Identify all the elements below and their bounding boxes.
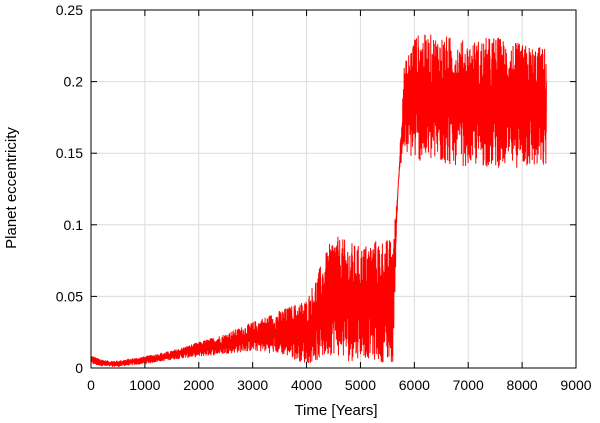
x-tick-label: 6000	[399, 377, 430, 393]
x-tick-label: 9000	[560, 377, 591, 393]
x-tick-label: 4000	[291, 377, 322, 393]
x-tick-label: 5000	[345, 377, 376, 393]
x-tick-label: 0	[87, 377, 95, 393]
y-tick-label: 0.25	[56, 2, 83, 18]
x-tick-label: 7000	[453, 377, 484, 393]
x-tick-label: 1000	[129, 377, 160, 393]
y-tick-label: 0.1	[64, 217, 84, 233]
y-tick-label: 0.2	[64, 74, 84, 90]
y-tick-label: 0	[75, 360, 83, 376]
x-axis-title: Time [Years]	[294, 402, 377, 419]
axis-ticks: 0 1000 2000 3000 4000 5000 6000 7000 8000 9000 0 0.…	[56, 2, 592, 393]
y-axis-title: Planet eccentricity	[3, 127, 20, 249]
x-tick-label: 3000	[237, 377, 268, 393]
series-layer	[90, 34, 547, 368]
eccentricity-series-line	[90, 34, 547, 368]
x-tick-label: 8000	[507, 377, 538, 393]
y-tick-label: 0.15	[56, 145, 83, 161]
x-tick-label: 2000	[183, 377, 214, 393]
y-tick-label: 0.05	[56, 288, 83, 304]
plot-frame	[90, 9, 577, 369]
